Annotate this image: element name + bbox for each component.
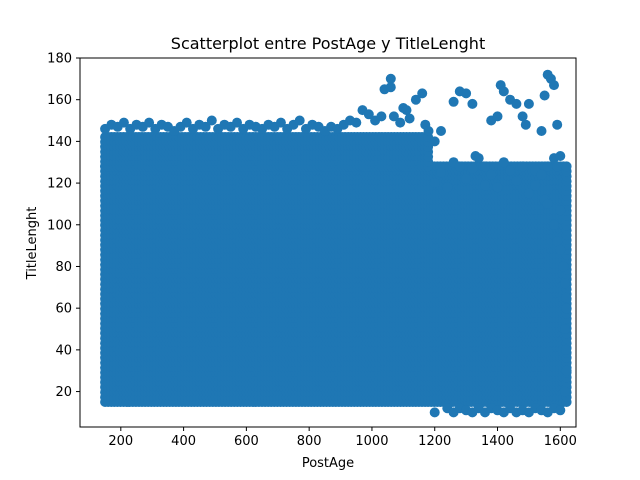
chart-title: Scatterplot entre PostAge y TitleLenght (171, 34, 485, 53)
data-points (100, 69, 572, 418)
